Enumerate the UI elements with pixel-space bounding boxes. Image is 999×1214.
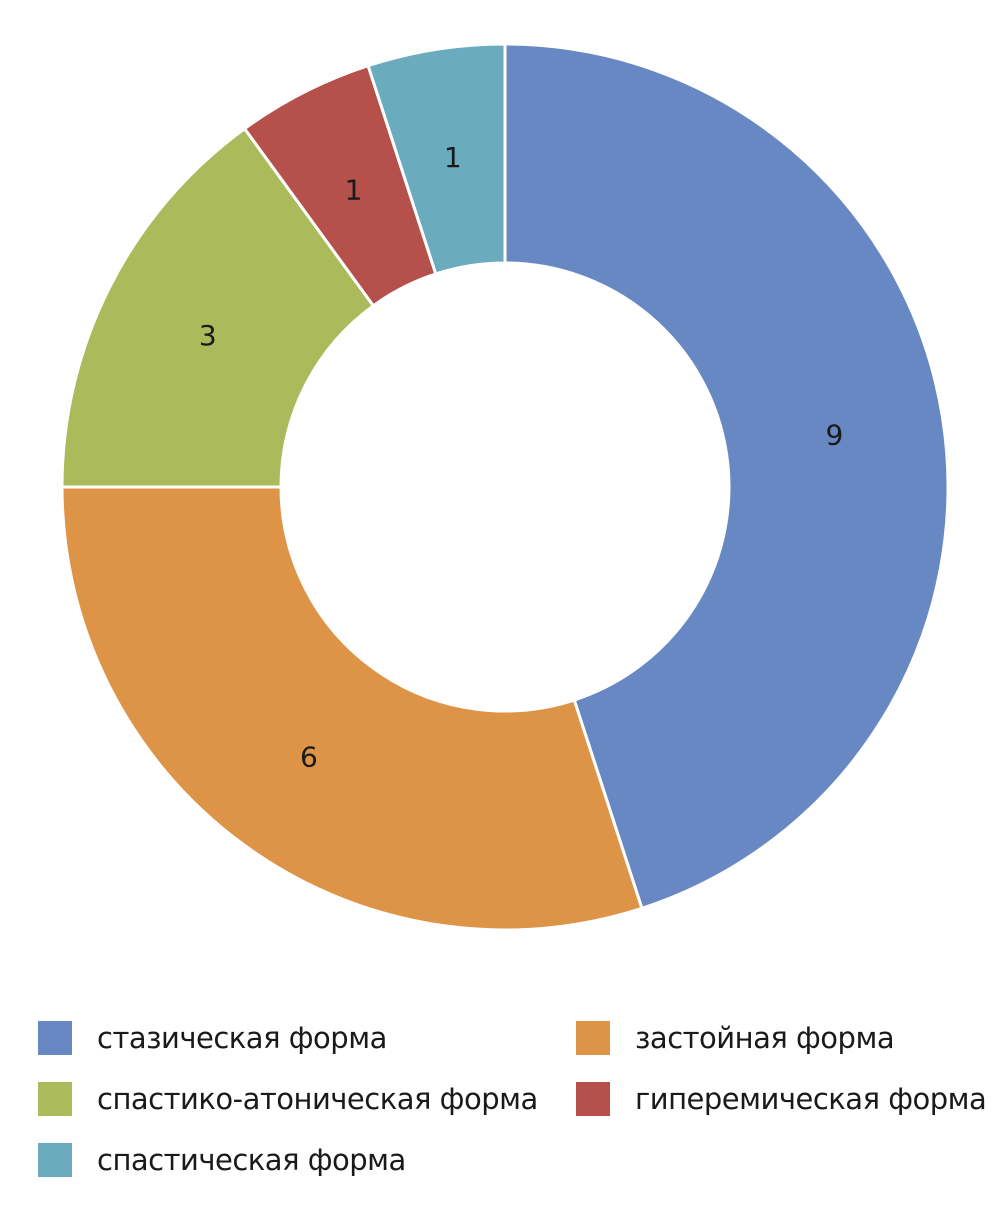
legend-label: стазическая форма (97, 1021, 387, 1055)
legend-item-giperemicheskaya: гиперемическая форма (576, 1082, 987, 1116)
donut-slice (60, 127, 375, 489)
data-label: 6 (300, 740, 318, 773)
legend-label: застойная форма (635, 1021, 895, 1055)
legend-item-spasticheskaya: спастическая форма (38, 1143, 406, 1177)
legend-label: спастико-атоническая форма (97, 1082, 538, 1116)
legend-item-spastiko-atonicheskaya: спастико-атоническая форма (38, 1082, 538, 1116)
legend-swatch (576, 1021, 610, 1055)
legend-swatch (38, 1143, 72, 1177)
data-label: 3 (199, 319, 217, 352)
data-label: 1 (345, 173, 363, 206)
donut-chart: 9 6 3 1 1 (60, 42, 950, 932)
legend-label: спастическая форма (97, 1143, 406, 1177)
data-label: 1 (444, 141, 462, 174)
legend-label: гиперемическая форма (635, 1082, 987, 1116)
legend-swatch (38, 1021, 72, 1055)
donut-slice (60, 485, 644, 932)
legend-item-zastoynaya: застойная форма (576, 1021, 895, 1055)
legend-item-stazicheskaya: стазическая форма (38, 1021, 387, 1055)
donut-slice (503, 42, 950, 910)
legend-swatch (576, 1082, 610, 1116)
data-label: 9 (825, 418, 843, 451)
donut-slice (366, 42, 507, 276)
legend-swatch (38, 1082, 72, 1116)
